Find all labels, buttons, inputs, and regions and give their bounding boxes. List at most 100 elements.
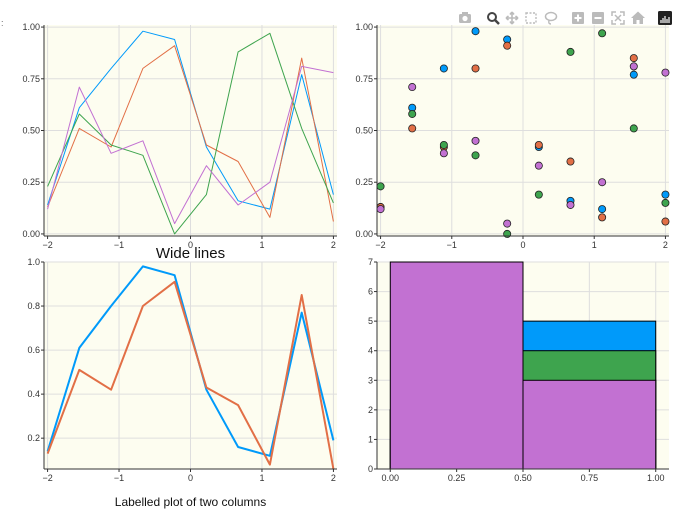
zoom-out-icon[interactable]: Zoom out	[592, 12, 604, 24]
icon-shape	[505, 11, 519, 25]
y-tick-label: 0.2	[27, 433, 40, 443]
icon-shape	[668, 17, 670, 23]
data-point-s3	[629, 124, 638, 133]
x-tick-label: 0.25	[448, 473, 466, 483]
series-line-2	[47, 45, 334, 222]
data-point-s2	[598, 213, 607, 222]
y-tick-label: 1	[368, 434, 373, 444]
x-tick-label: 2	[331, 240, 336, 250]
series-line-3	[47, 32, 334, 235]
panel-bottom-left: −2 −1 0 1 2 0.2 0.4 0.6 0.8 1.0 Wide lines Labelled…	[27, 245, 337, 509]
edge-marker: :	[1, 18, 4, 28]
y-tick-label: 1.0	[27, 257, 40, 267]
data-point-s4	[661, 68, 670, 77]
data-point-s4	[471, 136, 480, 145]
x-tick-label: 0	[188, 473, 193, 483]
data-point-s4	[376, 205, 385, 214]
autoscale-icon[interactable]: Autoscale	[611, 11, 625, 25]
data-point-s4	[439, 149, 448, 158]
x-tick-label: 0	[188, 240, 193, 250]
data-point-s4	[566, 200, 575, 209]
x-tick-label: 0	[520, 240, 525, 250]
icon-shape	[494, 19, 500, 25]
x-tick-label: 0.75	[581, 473, 599, 483]
x-tick-label: 2	[331, 473, 336, 483]
x-tick-label: −2	[375, 240, 385, 250]
data-point-s1	[439, 64, 448, 73]
data-point-s3	[534, 190, 543, 199]
data-point-s3	[408, 109, 417, 118]
x-tick-label: 1	[592, 240, 597, 250]
data-point-s1	[661, 190, 670, 199]
y-tick-label: 0.75	[355, 74, 373, 84]
lasso-icon[interactable]: Lasso Select	[544, 11, 558, 25]
panel-top-left: −2 −1 0 1 2 0.00 0.25 0.50 0.75 1.00	[22, 22, 337, 250]
box-select-icon[interactable]: Box Select	[525, 12, 537, 24]
y-tick-label: 1.00	[355, 22, 373, 32]
data-point-s1	[629, 70, 638, 79]
icon-shape	[487, 12, 497, 22]
data-point-s2	[629, 54, 638, 63]
x-tick-label: 1.00	[647, 473, 665, 483]
data-point-s2	[534, 140, 543, 149]
y-tick-label: 0.25	[355, 177, 373, 187]
y-tick-label: 0.6	[27, 345, 40, 355]
y-tick-label: 0.4	[27, 389, 40, 399]
data-point-s4	[629, 62, 638, 71]
icon-shape	[544, 11, 558, 22]
y-tick-label: 0.75	[22, 74, 40, 84]
data-point-s3	[598, 29, 607, 38]
y-tick-label: 3	[368, 375, 373, 385]
icon-shape	[666, 19, 668, 23]
panel-top-right: −2 −1 0 1 2 0.00 0.25 0.50 0.75 1.00	[355, 22, 670, 250]
x-tick-label: 1	[259, 240, 264, 250]
x-tick-label: 0.00	[382, 473, 400, 483]
pan-icon[interactable]: Pan	[505, 11, 519, 25]
zoom-icon[interactable]: Zoom	[487, 12, 500, 25]
data-point-s2	[566, 157, 575, 166]
data-point-s4	[503, 219, 512, 228]
x-tick-label: −2	[42, 473, 52, 483]
data-point-s3	[566, 47, 575, 56]
data-point-s4	[598, 178, 607, 187]
series-line-4	[47, 65, 334, 225]
data-point-s2	[661, 217, 670, 226]
icon-shape	[662, 18, 664, 23]
bar-s4	[389, 261, 524, 470]
data-point-s3	[471, 151, 480, 160]
x-tick-label: −1	[447, 240, 457, 250]
x-tick-label: 1	[259, 473, 264, 483]
data-point-s2	[471, 64, 480, 73]
icon-shape	[548, 20, 552, 25]
y-tick-label: 4	[368, 346, 373, 356]
y-tick-label: 0.25	[22, 177, 40, 187]
plotly-logo-icon[interactable]: Produced with Plotly	[658, 11, 672, 25]
x-tick-label: −1	[114, 240, 124, 250]
icon-shape	[525, 12, 537, 24]
icon-shape	[664, 16, 666, 23]
y-tick-label: 7	[368, 257, 373, 267]
data-point-s3	[376, 182, 385, 191]
zoom-in-icon[interactable]: Zoom in	[572, 12, 584, 24]
home-icon[interactable]: Reset axes	[631, 11, 645, 25]
data-point-s1	[598, 205, 607, 214]
bar-s4	[522, 379, 657, 470]
camera-icon[interactable]: Download plot as a png	[459, 12, 471, 23]
icon-shape	[611, 11, 625, 25]
y-tick-label: 6	[368, 287, 373, 297]
x-tick-label: 2	[663, 240, 668, 250]
y-tick-label: 0	[368, 464, 373, 474]
data-point-s3	[439, 140, 448, 149]
data-point-s2	[503, 41, 512, 50]
y-tick-label: 0.8	[27, 301, 40, 311]
data-point-s2	[408, 124, 417, 133]
x-axis-label: Labelled plot of two columns	[115, 495, 266, 509]
y-tick-label: 0.50	[355, 126, 373, 136]
icon-shape	[660, 20, 662, 23]
icon-shape	[462, 15, 468, 22]
x-tick-label: 0.50	[514, 473, 532, 483]
y-tick-label: 0.00	[355, 229, 373, 239]
modebar: Download plot as a png Zoom Pan Box Select L…	[459, 11, 672, 25]
chart-title: Wide lines	[156, 245, 225, 262]
